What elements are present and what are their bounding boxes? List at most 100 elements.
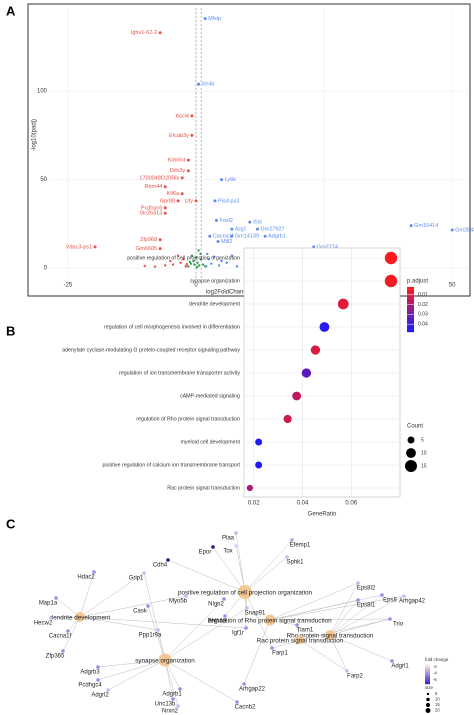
edge bbox=[329, 595, 405, 636]
point bbox=[195, 266, 199, 269]
point bbox=[153, 265, 157, 268]
point bbox=[176, 254, 180, 257]
point-label: Slc26a13 bbox=[139, 211, 162, 217]
point bbox=[409, 224, 413, 228]
colorbar-step bbox=[425, 670, 430, 673]
edge bbox=[243, 619, 271, 685]
y-tick-label: 50 bbox=[40, 177, 47, 183]
term-node bbox=[158, 653, 172, 667]
point-label: Ly6k bbox=[225, 177, 237, 183]
term-label: regulation of Rho protein signal transdu… bbox=[208, 618, 332, 625]
panel-label: C bbox=[6, 516, 16, 531]
point bbox=[186, 158, 190, 162]
gene-label: Hecw2 bbox=[34, 621, 53, 627]
edge bbox=[269, 595, 405, 621]
colorbar-step bbox=[407, 320, 414, 324]
gene-node bbox=[54, 596, 58, 600]
colorbar-step bbox=[407, 327, 414, 330]
term-label: dendrite development bbox=[50, 615, 111, 622]
term-label: Rho protein signal transduction bbox=[287, 633, 374, 640]
legend-label: 0.01 bbox=[418, 292, 428, 298]
edge bbox=[271, 639, 301, 649]
colorbar-step bbox=[425, 678, 430, 681]
gene-node bbox=[345, 669, 349, 673]
gene-node bbox=[390, 659, 394, 663]
panel-label: A bbox=[6, 3, 16, 18]
point bbox=[197, 249, 200, 252]
gene-label: Cacna1f bbox=[49, 634, 72, 640]
colorbar-step bbox=[425, 672, 430, 675]
point-label: Ascl4 bbox=[175, 113, 188, 119]
colorbar-step bbox=[407, 305, 414, 308]
point bbox=[197, 264, 201, 267]
gene-label: Nlgn2 bbox=[208, 602, 224, 608]
point-label: 1700048O20Rik bbox=[139, 175, 179, 181]
colorbar-step bbox=[425, 668, 430, 671]
legend-label: 0.03 bbox=[418, 312, 428, 318]
x-tick-label: 0.04 bbox=[297, 501, 309, 507]
edge bbox=[269, 618, 391, 621]
legend-title: Count bbox=[407, 424, 423, 430]
edge bbox=[329, 599, 359, 636]
gene-node bbox=[96, 665, 100, 669]
point-label: Vdac3-ps1 bbox=[66, 244, 92, 250]
edge bbox=[147, 605, 166, 661]
point-label: Ighv1-62-2 bbox=[131, 30, 157, 36]
point bbox=[214, 218, 218, 222]
gene-node bbox=[380, 593, 384, 597]
gene-node bbox=[66, 629, 70, 633]
legend-size bbox=[426, 692, 430, 696]
dot bbox=[384, 274, 398, 288]
gene-label: Unc13b bbox=[155, 702, 176, 708]
point bbox=[216, 240, 220, 244]
dot bbox=[255, 438, 263, 446]
point bbox=[201, 263, 205, 266]
gene-label: Pcdhgc4 bbox=[78, 683, 102, 689]
y-tick-label: regulation of ion transmembrane transpor… bbox=[119, 370, 240, 376]
edge bbox=[164, 659, 179, 707]
y-tick-label: synapse organization bbox=[190, 278, 240, 284]
edge bbox=[269, 594, 383, 621]
gene-node bbox=[142, 571, 146, 575]
gene-label: Map1a bbox=[39, 601, 58, 607]
y-tick-label: myeloid cell development bbox=[181, 439, 241, 445]
gene-label: Efemp1 bbox=[290, 543, 311, 549]
colorbar-step bbox=[425, 664, 430, 667]
point bbox=[185, 262, 188, 266]
point-label: Adgrb1 bbox=[268, 234, 286, 240]
gene-label: Cask bbox=[133, 609, 148, 615]
point-label: Cacna1f bbox=[213, 234, 234, 240]
point bbox=[179, 261, 182, 264]
point bbox=[199, 252, 202, 256]
edge bbox=[329, 582, 359, 636]
x-tick-label: -25 bbox=[64, 283, 73, 289]
colorbar-step bbox=[407, 309, 414, 312]
gene-node bbox=[61, 649, 65, 653]
point bbox=[225, 261, 228, 264]
gene-node bbox=[234, 531, 238, 535]
edge bbox=[164, 659, 238, 703]
edge bbox=[244, 556, 288, 593]
gene-node bbox=[49, 616, 53, 620]
edge bbox=[212, 546, 246, 593]
gene-label: Cdh4 bbox=[153, 563, 168, 569]
point bbox=[230, 254, 234, 257]
gene-node bbox=[166, 558, 170, 562]
point bbox=[184, 265, 187, 268]
legend-label: 5 bbox=[435, 691, 438, 696]
edge bbox=[269, 582, 359, 621]
point-label: Rbm44 bbox=[145, 184, 163, 190]
point bbox=[255, 227, 259, 231]
gene-node bbox=[285, 555, 289, 559]
point-label: Zfp968 bbox=[140, 237, 157, 243]
edge bbox=[107, 659, 166, 691]
colorbar-step bbox=[407, 311, 414, 315]
gene-label: Cacnb2 bbox=[235, 705, 256, 711]
point-label: Gpr88 bbox=[160, 198, 175, 204]
gene-label: Adgrl1 bbox=[391, 664, 409, 670]
point bbox=[93, 245, 97, 249]
gene-node bbox=[270, 646, 274, 650]
point bbox=[186, 169, 190, 173]
gene-label: Farp1 bbox=[272, 651, 288, 657]
y-tick-label: Rac protein signal transduction bbox=[167, 485, 240, 491]
